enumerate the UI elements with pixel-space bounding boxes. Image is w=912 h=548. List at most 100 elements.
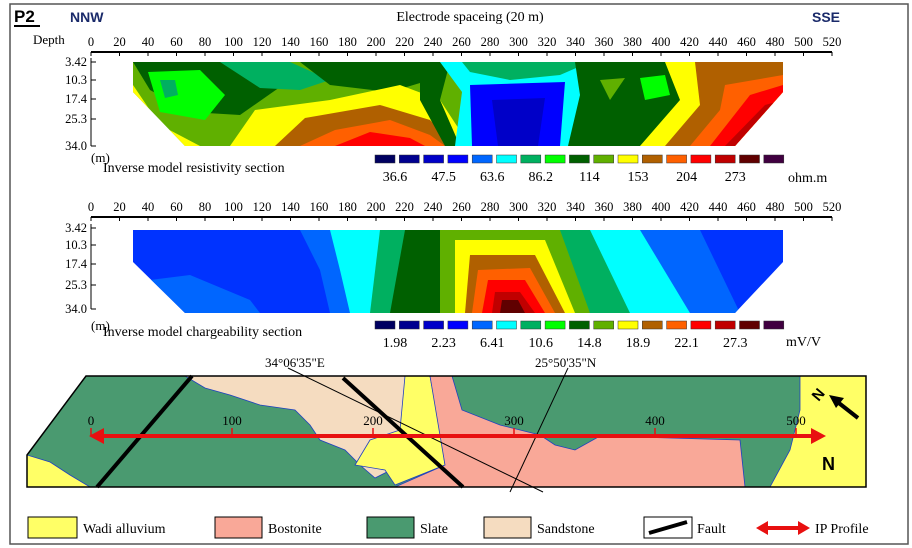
fault-line-central <box>341 376 465 489</box>
geological-map <box>27 376 866 487</box>
x-tick-label: 500 <box>794 200 813 214</box>
scale-label: 10.6 <box>529 336 554 351</box>
depth-tick-label: 34.0 <box>65 139 87 153</box>
x-tick-label: 140 <box>281 35 300 49</box>
x-tick-label: 160 <box>310 35 329 49</box>
x-tick-label: 520 <box>823 35 842 49</box>
x-tick-label: 40 <box>142 35 155 49</box>
resistivity-title: Inverse model resistivity section <box>103 161 285 176</box>
x-tick-label: 260 <box>452 200 471 214</box>
color-swatch <box>690 154 712 164</box>
color-swatch <box>374 154 396 164</box>
x-tick-label: 200 <box>367 35 386 49</box>
x-tick-label: 140 <box>281 200 300 214</box>
depth-tick-label: 34.0 <box>65 302 87 316</box>
depth-axis-resistivity: 3.42 10.3 17.4 25.3 34.0 <box>65 55 96 153</box>
color-swatch <box>690 320 712 330</box>
scale-label: 114 <box>579 170 599 185</box>
x-tick-label: 0 <box>88 200 94 214</box>
chargeability-title: Inverse model chargeability section <box>103 325 302 340</box>
color-swatch <box>763 320 785 330</box>
figure-frame <box>9 3 909 545</box>
depth-tick-label: 17.4 <box>65 257 88 271</box>
depth-tick-label: 10.3 <box>65 73 87 87</box>
color-swatch <box>496 320 517 330</box>
scale-label: 204 <box>676 170 697 185</box>
depth-tick-label: 10.3 <box>65 238 87 252</box>
fault-icon <box>648 520 688 535</box>
ip-profile <box>89 428 826 444</box>
x-tick-label: 280 <box>481 35 500 49</box>
scale-label: 273 <box>725 170 746 185</box>
legend-swatch-bostonite <box>214 516 263 539</box>
x-tick-label: 360 <box>595 200 614 214</box>
scale-label: 86.2 <box>529 170 554 185</box>
color-swatch <box>593 320 614 330</box>
legend-label-sandstone: Sandstone <box>537 522 595 537</box>
x-tick-label: 220 <box>395 200 414 214</box>
scale-label: 1.98 <box>383 336 408 351</box>
wadi-alluvium-west <box>27 454 92 487</box>
color-swatch <box>471 320 493 330</box>
x-tick-label: 340 <box>566 200 585 214</box>
scale-label: 27.3 <box>723 336 748 351</box>
color-swatch <box>617 320 639 330</box>
color-swatch <box>569 320 590 330</box>
x-tick-label: 240 <box>424 200 443 214</box>
x-tick-label: 200 <box>367 200 386 214</box>
profile-tick-label: 0 <box>88 413 95 428</box>
color-swatch <box>447 320 469 330</box>
x-tick-label: 460 <box>737 200 756 214</box>
x-tick-label: 420 <box>680 200 699 214</box>
color-swatch <box>447 154 469 164</box>
profile-tick-label: 100 <box>222 413 242 428</box>
latitude-label: 25°50'35"N <box>535 355 597 370</box>
direction-sse: SSE <box>812 9 840 25</box>
color-swatch <box>471 154 493 164</box>
x-tick-label: 80 <box>199 200 212 214</box>
chargeability-section <box>133 230 783 313</box>
north-label: N <box>822 454 835 474</box>
depth-tick-label: 3.42 <box>65 221 87 235</box>
x-tick-label: 400 <box>652 200 671 214</box>
chargeability-unit: mV/V <box>786 335 821 350</box>
x-tick-label: 0 <box>88 35 94 49</box>
x-tick-label: 120 <box>253 200 272 214</box>
x-tick-label: 440 <box>709 200 728 214</box>
direction-nnw: NNW <box>70 9 104 25</box>
scale-label: 153 <box>628 170 649 185</box>
color-swatch <box>496 154 517 164</box>
color-swatch <box>399 154 420 164</box>
x-tick-label: 480 <box>766 200 785 214</box>
x-tick-label: 120 <box>253 35 272 49</box>
depth-unit-chargeability: (m) <box>91 318 110 333</box>
resistivity-section <box>133 62 783 146</box>
x-tick-label: 520 <box>823 200 842 214</box>
x-axis-resistivity: 0 20 40 60 80 100 120 140 160 180 200 220 240 260 280 3… <box>88 35 842 56</box>
depth-unit-resistivity: (m) <box>91 150 110 165</box>
x-tick-label: 320 <box>538 200 557 214</box>
scale-label: 36.6 <box>383 170 408 185</box>
legend-label-wadi: Wadi alluvium <box>83 522 166 537</box>
profile-tick-label: 400 <box>645 413 665 428</box>
resistivity-color-scale: 36.6 47.5 63.6 86.2 114 153 204 273 <box>374 154 785 185</box>
longitude-label: 34°06'35"E <box>265 355 325 370</box>
color-swatch <box>520 154 542 164</box>
x-tick-label: 240 <box>424 35 443 49</box>
legend-label-ip-profile: IP Profile <box>815 522 869 537</box>
depth-tick-label: 17.4 <box>65 92 88 106</box>
color-swatch <box>642 320 663 330</box>
scale-label: 14.8 <box>577 336 602 351</box>
x-tick-label: 280 <box>481 200 500 214</box>
x-tick-label: 480 <box>766 35 785 49</box>
x-tick-label: 180 <box>338 200 357 214</box>
depth-tick-label: 25.3 <box>65 278 87 292</box>
color-swatch <box>399 320 420 330</box>
profile-ticks: 0 100 200 300 400 500 <box>88 413 806 436</box>
x-tick-label: 100 <box>224 35 243 49</box>
x-tick-label: 20 <box>113 35 126 49</box>
x-tick-label: 380 <box>623 35 642 49</box>
bostonite-area <box>394 376 746 487</box>
scale-label: 22.1 <box>674 336 699 351</box>
